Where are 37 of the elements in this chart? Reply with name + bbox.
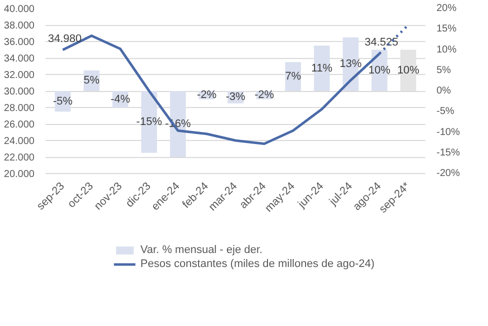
legend-label: Pesos constantes (miles de millones de ago-24): [140, 258, 375, 270]
y2-tick-label: 20%: [436, 3, 457, 14]
y2-tick-label: 0%: [436, 86, 452, 96]
y2-tick-label: 15%: [436, 24, 457, 35]
y-tick-label: 24.000: [4, 136, 35, 147]
data-label: 34.525: [364, 36, 398, 49]
y2-tick-label: 5%: [436, 64, 452, 76]
y2-tick-label: 10%: [436, 44, 457, 56]
y-tick-label: 32.000: [4, 70, 35, 81]
data-label: 10%: [368, 64, 391, 76]
data-label: -3%: [226, 91, 246, 104]
data-label: -5%: [52, 95, 73, 108]
y2-tick-label: -15%: [436, 147, 460, 158]
legend-label: Var. % mensual - eje der.: [140, 244, 262, 256]
data-label: -4%: [110, 93, 130, 106]
data-label: -2%: [254, 89, 274, 102]
y-tick-label: 30.000: [4, 86, 35, 98]
y-tick-label: 34.000: [4, 54, 35, 64]
data-label: 5%: [84, 74, 100, 87]
y-tick-label: 36.000: [4, 37, 35, 48]
y-tick-label: 28.000: [4, 103, 35, 114]
data-label: -15%: [136, 116, 162, 128]
data-label: -2%: [196, 89, 217, 102]
data-label: 10%: [397, 64, 420, 76]
y-tick-label: 38.000: [4, 20, 35, 32]
y2-tick-label: -5%: [436, 106, 454, 118]
y2-tick-label: -20%: [436, 168, 460, 179]
data-label: 7%: [285, 70, 302, 83]
data-label: 13%: [340, 58, 362, 70]
y-tick-label: 40.000: [4, 4, 35, 15]
bar: [314, 46, 330, 91]
data-label: 11%: [311, 62, 333, 74]
y-tick-label: 26.000: [4, 120, 35, 130]
y2-tick-label: -10%: [436, 126, 460, 138]
y-tick-label: 22.000: [4, 152, 35, 164]
y-tick-label: 20.000: [4, 169, 35, 180]
data-label: 34.980: [48, 32, 82, 45]
